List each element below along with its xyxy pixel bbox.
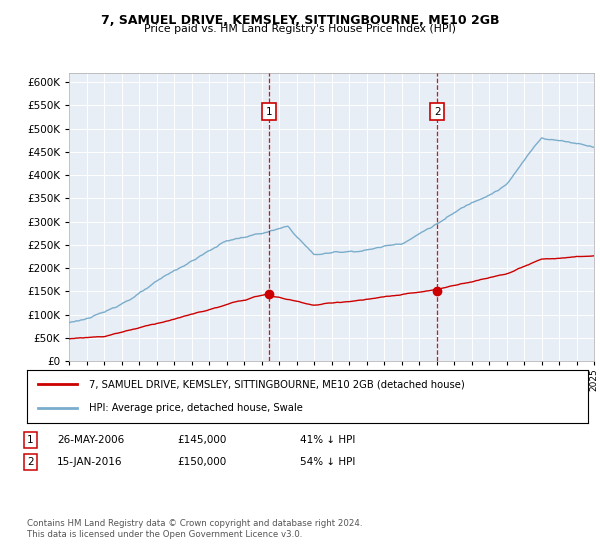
Text: 7, SAMUEL DRIVE, KEMSLEY, SITTINGBOURNE, ME10 2GB (detached house): 7, SAMUEL DRIVE, KEMSLEY, SITTINGBOURNE,… xyxy=(89,380,464,390)
Text: 2: 2 xyxy=(434,107,440,116)
Text: £145,000: £145,000 xyxy=(177,435,226,445)
Text: 1: 1 xyxy=(266,107,272,116)
Text: 1: 1 xyxy=(27,435,34,445)
Text: 26-MAY-2006: 26-MAY-2006 xyxy=(57,435,124,445)
Text: Contains HM Land Registry data © Crown copyright and database right 2024.
This d: Contains HM Land Registry data © Crown c… xyxy=(27,520,362,539)
Text: HPI: Average price, detached house, Swale: HPI: Average price, detached house, Swal… xyxy=(89,403,302,413)
Text: £150,000: £150,000 xyxy=(177,457,226,467)
Text: 2: 2 xyxy=(27,457,34,467)
Text: 41% ↓ HPI: 41% ↓ HPI xyxy=(300,435,355,445)
Text: Price paid vs. HM Land Registry's House Price Index (HPI): Price paid vs. HM Land Registry's House … xyxy=(144,24,456,34)
Text: 54% ↓ HPI: 54% ↓ HPI xyxy=(300,457,355,467)
Text: 15-JAN-2016: 15-JAN-2016 xyxy=(57,457,122,467)
Text: 7, SAMUEL DRIVE, KEMSLEY, SITTINGBOURNE, ME10 2GB: 7, SAMUEL DRIVE, KEMSLEY, SITTINGBOURNE,… xyxy=(101,14,499,27)
